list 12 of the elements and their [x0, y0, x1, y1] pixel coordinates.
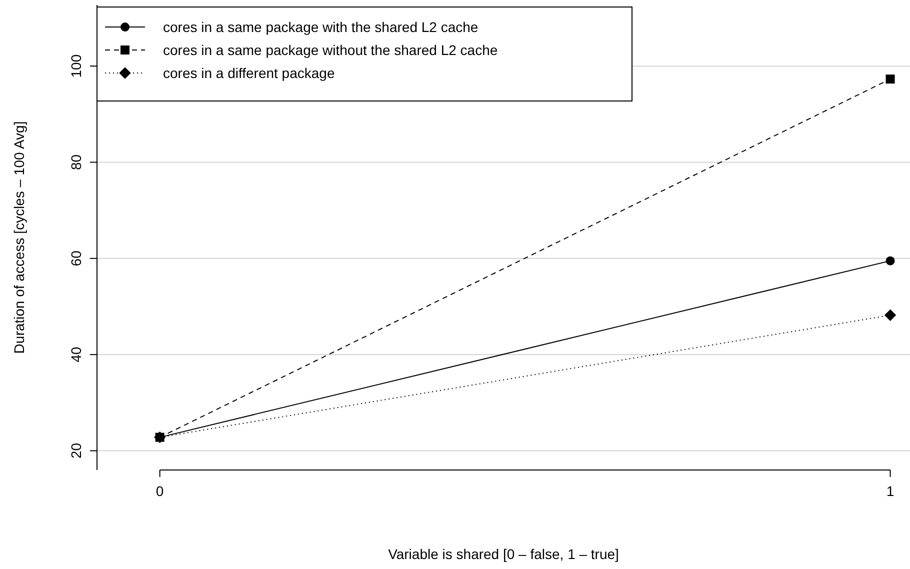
- y-tick-label: 40: [68, 346, 84, 362]
- y-tick-label: 60: [68, 250, 84, 266]
- x-axis-title: Variable is shared [0 – false, 1 – true]: [388, 546, 619, 562]
- legend-label: cores in a different package: [163, 65, 335, 81]
- y-tick-label: 100: [68, 54, 84, 78]
- y-axis-title: Duration of access [cycles – 100 Avg]: [11, 121, 27, 354]
- x-tick-label: 1: [886, 483, 894, 499]
- legend-label: cores in a same package with the shared L2 cache: [163, 19, 478, 35]
- y-tick-label: 20: [68, 442, 84, 459]
- y-tick-label: 80: [68, 154, 84, 170]
- legend-label: cores in a same package without the shared L2 cache: [163, 42, 498, 58]
- x-tick-label: 0: [156, 483, 164, 499]
